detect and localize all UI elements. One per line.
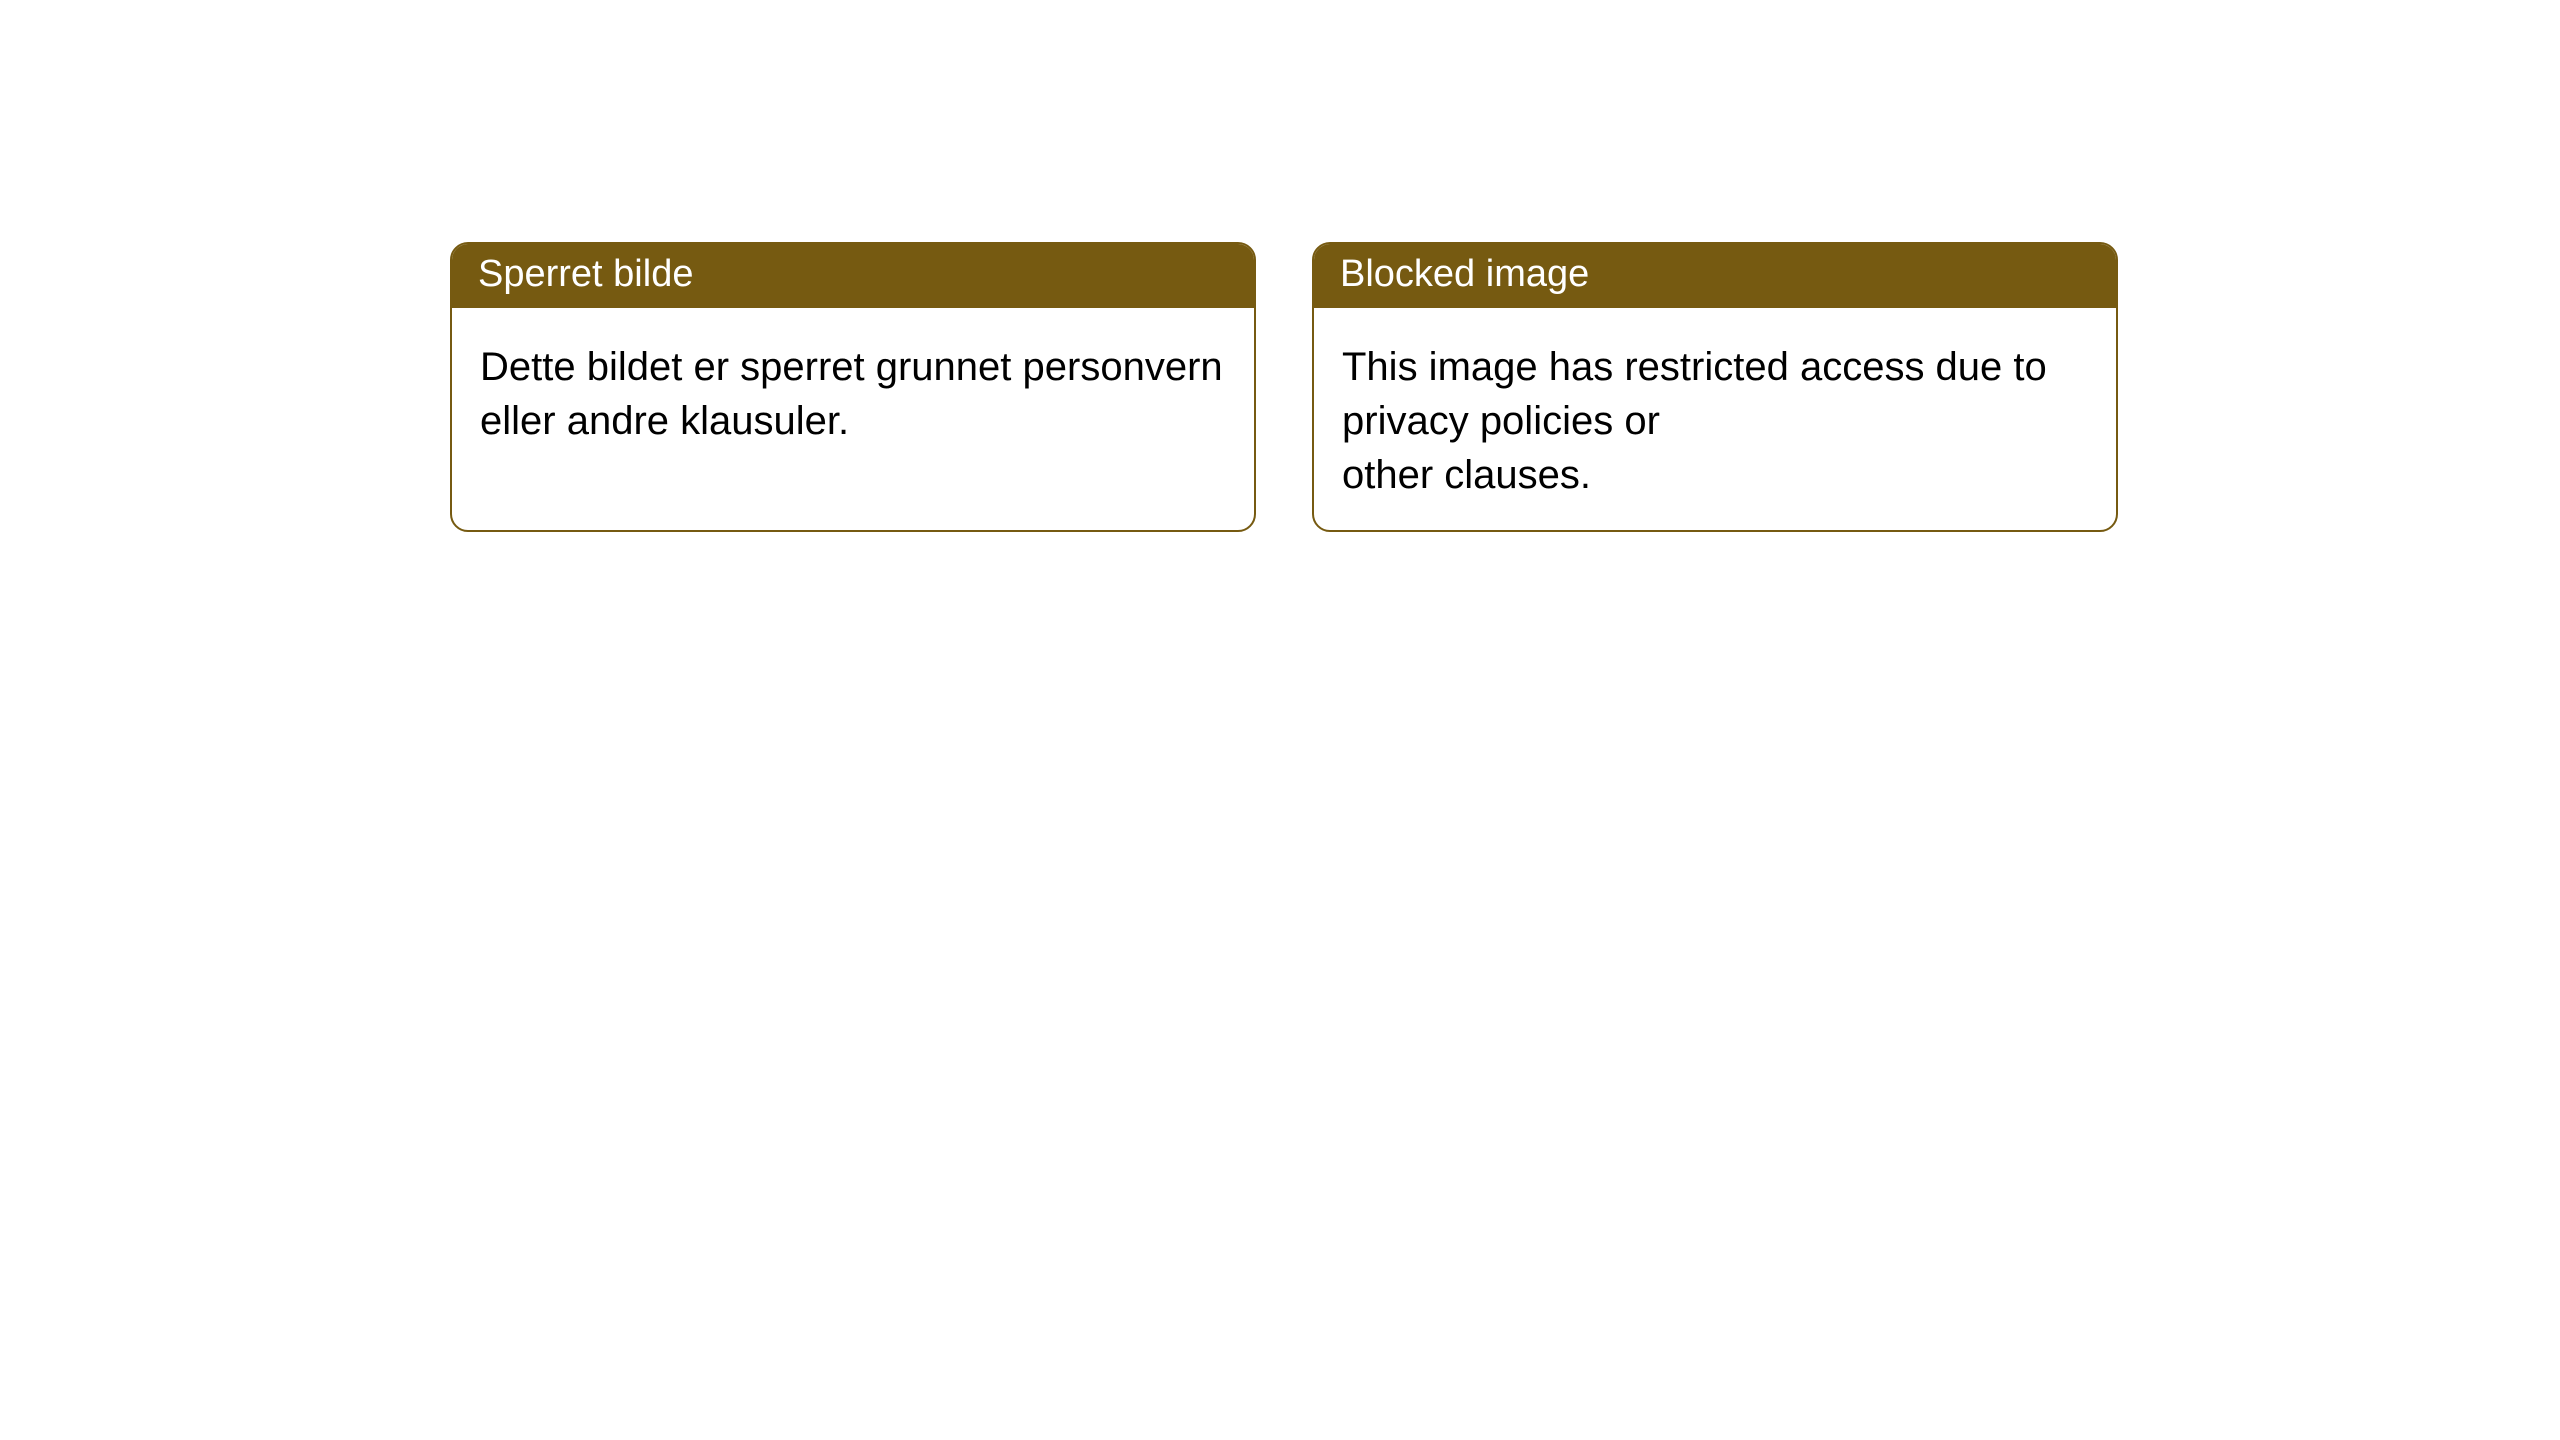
- notice-body-en: This image has restricted access due to …: [1314, 308, 2116, 530]
- notice-body-no: Dette bildet er sperret grunnet personve…: [452, 308, 1254, 518]
- notice-title-no: Sperret bilde: [452, 244, 1254, 308]
- notice-title-en: Blocked image: [1314, 244, 2116, 308]
- notice-container: Sperret bilde Dette bildet er sperret gr…: [0, 0, 2560, 532]
- notice-card-no: Sperret bilde Dette bildet er sperret gr…: [450, 242, 1256, 532]
- notice-card-en: Blocked image This image has restricted …: [1312, 242, 2118, 532]
